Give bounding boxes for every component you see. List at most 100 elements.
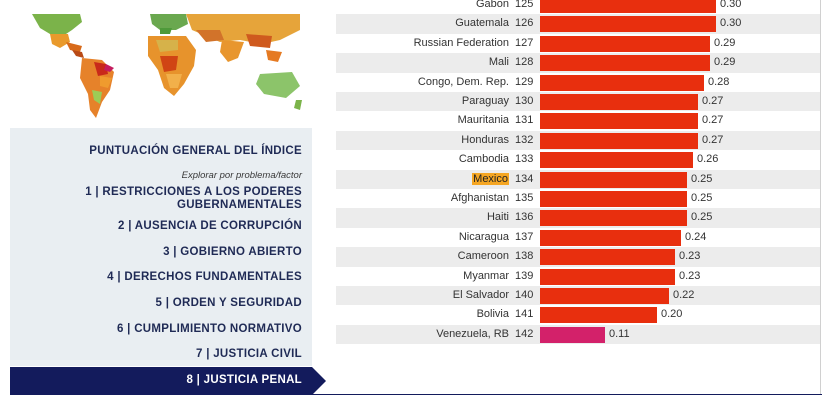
score-label: 0.27 (702, 114, 724, 127)
country-label: Nicaragua (458, 230, 509, 243)
rank-label: 129 (515, 75, 534, 88)
score-label: 0.30 (720, 17, 742, 30)
right-divider (820, 0, 821, 394)
score-bar[interactable] (540, 210, 687, 227)
table-row[interactable]: Afghanistan 135 0.25 (336, 189, 820, 208)
country-label: Cambodia (458, 153, 509, 166)
country-label: Honduras (461, 133, 509, 146)
score-bar[interactable] (540, 152, 693, 169)
rank-label: 134 (515, 172, 534, 185)
score-label: 0.28 (708, 75, 730, 88)
rank-label: 133 (515, 153, 534, 166)
country-label: El Salvador (452, 289, 509, 301)
score-label: 0.24 (685, 230, 707, 243)
table-row[interactable]: Russian Federation 127 0.29 (336, 34, 820, 53)
score-bar[interactable] (540, 171, 687, 188)
score-bar[interactable] (540, 113, 698, 130)
country-label: Afghanistan (450, 192, 509, 204)
rank-label: 131 (515, 114, 534, 127)
country-label: Guatemala (455, 17, 509, 30)
score-bar[interactable] (540, 288, 669, 304)
table-row[interactable]: Cambodia 133 0.26 (336, 150, 820, 169)
table-row[interactable]: Haiti 136 0.25 (336, 208, 820, 228)
ranking-chart: Gabon 125 0.30 Guatemala 126 0.30 Russian Fede… (336, 0, 820, 360)
country-label: Russian Federation (413, 36, 509, 49)
table-row[interactable]: Nicaragua 137 0.24 (336, 228, 820, 247)
rank-label: 140 (515, 289, 534, 301)
score-label: 0.27 (702, 133, 724, 146)
menu-item-regulatory-enforcement[interactable]: 6 | CUMPLIMIENTO NORMATIVO (116, 323, 302, 335)
menu-item-fundamental-rights[interactable]: 4 | DERECHOS FUNDAMENTALES (107, 271, 302, 283)
left-panel: PUNTUACIÓN GENERAL DEL ÍNDICE Explorar p… (10, 0, 312, 400)
menu-item-constraints-line2: GUBERNAMENTALES (176, 199, 302, 211)
rank-label: 139 (515, 269, 534, 282)
rank-label: 125 (515, 0, 534, 10)
score-label: 0.25 (691, 192, 713, 204)
table-row[interactable]: Guatemala 126 0.30 (336, 14, 820, 34)
world-map[interactable] (10, 0, 312, 128)
country-label: Myanmar (463, 269, 509, 282)
rank-label: 128 (515, 56, 534, 69)
score-bar[interactable] (540, 307, 657, 324)
score-bar[interactable] (540, 229, 681, 246)
country-label: Paraguay (461, 95, 509, 107)
score-bar[interactable] (540, 326, 605, 343)
rank-label: 141 (515, 308, 534, 321)
country-label: Mexico (472, 172, 509, 185)
country-label: Venezuela, RB (436, 327, 509, 340)
table-row[interactable]: Mauritania 131 0.27 (336, 111, 820, 130)
score-bar[interactable] (540, 0, 716, 13)
menu-item-order-security[interactable]: 5 | ORDEN Y SEGURIDAD (155, 297, 302, 309)
score-bar[interactable] (540, 94, 698, 110)
table-row[interactable]: Mali 128 0.29 (336, 53, 820, 73)
menu-item-civil-justice[interactable]: 7 | JUSTICIA CIVIL (196, 348, 302, 360)
table-row[interactable]: Honduras 132 0.27 (336, 130, 820, 151)
menu-item-corruption[interactable]: 2 | AUSENCIA DE CORRUPCIÓN (118, 220, 302, 232)
score-label: 0.25 (691, 172, 713, 185)
table-row[interactable]: Congo, Dem. Rep. 129 0.28 (336, 73, 820, 92)
score-bar[interactable] (540, 55, 710, 72)
menu-general-score[interactable]: PUNTUACIÓN GENERAL DEL ÍNDICE (89, 145, 302, 157)
table-row[interactable]: El Salvador 140 0.22 (336, 286, 820, 306)
country-label: Gabon (475, 0, 509, 10)
rank-label: 137 (515, 230, 534, 243)
score-bar[interactable] (540, 191, 687, 207)
score-bar[interactable] (540, 35, 710, 52)
menu-item-criminal-justice[interactable]: 8 | JUSTICIA PENAL (10, 367, 326, 395)
table-row[interactable]: Bolivia 141 0.20 (336, 305, 820, 324)
table-row[interactable]: Mexico 134 0.25 (336, 169, 820, 189)
menu-item-open-government[interactable]: 3 | GOBIERNO ABIERTO (163, 246, 302, 258)
active-tab-arrow-icon (312, 367, 326, 395)
rank-label: 142 (515, 327, 534, 340)
table-row[interactable]: Venezuela, RB 142 0.11 (336, 324, 820, 345)
table-row[interactable]: Paraguay 130 0.27 (336, 92, 820, 112)
factor-menu: PUNTUACIÓN GENERAL DEL ÍNDICE Explorar p… (10, 128, 312, 366)
rank-label: 127 (515, 36, 534, 49)
rank-label: 126 (515, 17, 534, 30)
rank-label: 138 (515, 250, 534, 263)
menu-item-constraints[interactable]: 1 | RESTRICCIONES A LOS PODERES GUBERNAM… (85, 186, 302, 212)
score-label: 0.11 (609, 327, 630, 340)
score-bar[interactable] (540, 268, 675, 285)
score-bar[interactable] (540, 132, 698, 149)
country-label: Cameroon (457, 250, 509, 263)
score-label: 0.26 (697, 153, 719, 166)
score-label: 0.29 (714, 36, 736, 49)
score-label: 0.27 (702, 95, 724, 107)
score-bar[interactable] (540, 16, 716, 33)
score-bar[interactable] (540, 74, 704, 91)
table-row[interactable]: Gabon 125 0.30 (336, 0, 820, 14)
score-bar[interactable] (540, 249, 675, 266)
country-label: Mali (488, 56, 509, 69)
country-label: Haiti (486, 211, 509, 224)
rank-label: 135 (515, 192, 534, 204)
active-tab-label: 8 | JUSTICIA PENAL (186, 374, 302, 386)
rank-label: 132 (515, 133, 534, 146)
table-row[interactable]: Myanmar 139 0.23 (336, 267, 820, 286)
rank-label: 136 (515, 211, 534, 224)
score-label: 0.29 (714, 56, 736, 69)
table-row[interactable]: Cameroon 138 0.23 (336, 247, 820, 267)
score-label: 0.20 (661, 308, 683, 321)
rank-label: 130 (515, 95, 534, 107)
score-label: 0.23 (679, 269, 701, 282)
